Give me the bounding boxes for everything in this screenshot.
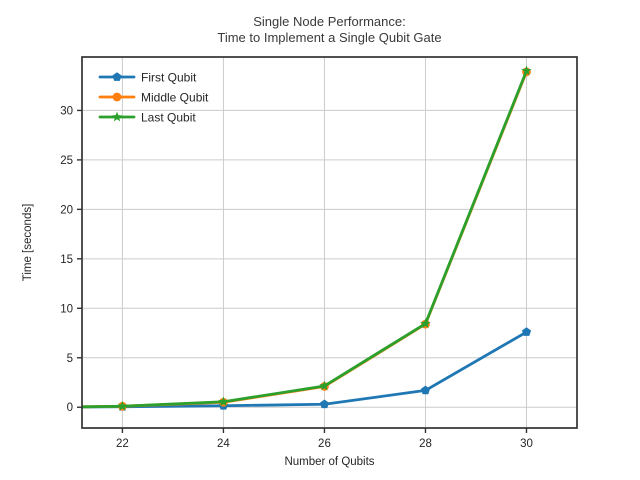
x-tick-label: 22: [116, 438, 129, 450]
legend-item-middle-qubit: Middle Qubit: [98, 91, 209, 105]
star-marker: [117, 400, 128, 411]
pentagon-marker: [420, 385, 431, 395]
y-tick-label: 5: [67, 353, 73, 365]
y-axis-label: Time [seconds]: [22, 204, 34, 282]
y-tick-label: 10: [60, 303, 73, 315]
chart-subtitle: Time to Implement a Single Qubit Gate: [217, 30, 441, 45]
x-tick-label: 28: [419, 438, 432, 450]
star-marker: [111, 111, 123, 122]
plot-series: [82, 65, 532, 411]
legend-item-first-qubit: First Qubit: [98, 71, 197, 85]
x-axis-label: Number of Qubits: [284, 456, 374, 468]
y-tick-label: 0: [67, 402, 73, 414]
y-tick-label: 25: [60, 155, 73, 167]
star-marker: [319, 380, 330, 391]
pentagon-marker: [521, 327, 532, 336]
star-marker: [218, 396, 229, 407]
x-tick-label: 24: [217, 438, 230, 450]
legend: First Qubit Middle Qubit Last Qubit: [98, 71, 209, 125]
pentagon-marker: [319, 399, 330, 409]
y-tick-label: 15: [60, 254, 73, 266]
legend-item-last-qubit: Last Qubit: [98, 111, 196, 125]
plot-spines: [81, 56, 578, 429]
y-tick-label: 30: [60, 105, 73, 117]
pentagon-marker: [112, 72, 122, 81]
axes: 22 24 26 28 30 0 5 10 15 20 25 30: [60, 105, 533, 450]
y-tick-label: 20: [60, 204, 73, 216]
x-tick-label: 30: [520, 438, 533, 450]
x-tick-label: 26: [318, 438, 331, 450]
legend-label: First Qubit: [141, 71, 197, 85]
legend-label: Middle Qubit: [141, 91, 209, 105]
legend-label: Last Qubit: [141, 111, 196, 125]
star-marker: [521, 65, 532, 76]
star-marker: [420, 318, 431, 328]
grid: [82, 57, 577, 428]
series-line: [82, 69, 528, 409]
series-last-qubit: [82, 65, 532, 411]
chart-title: Single Node Performance:: [253, 14, 405, 29]
circle-marker: [112, 92, 122, 102]
